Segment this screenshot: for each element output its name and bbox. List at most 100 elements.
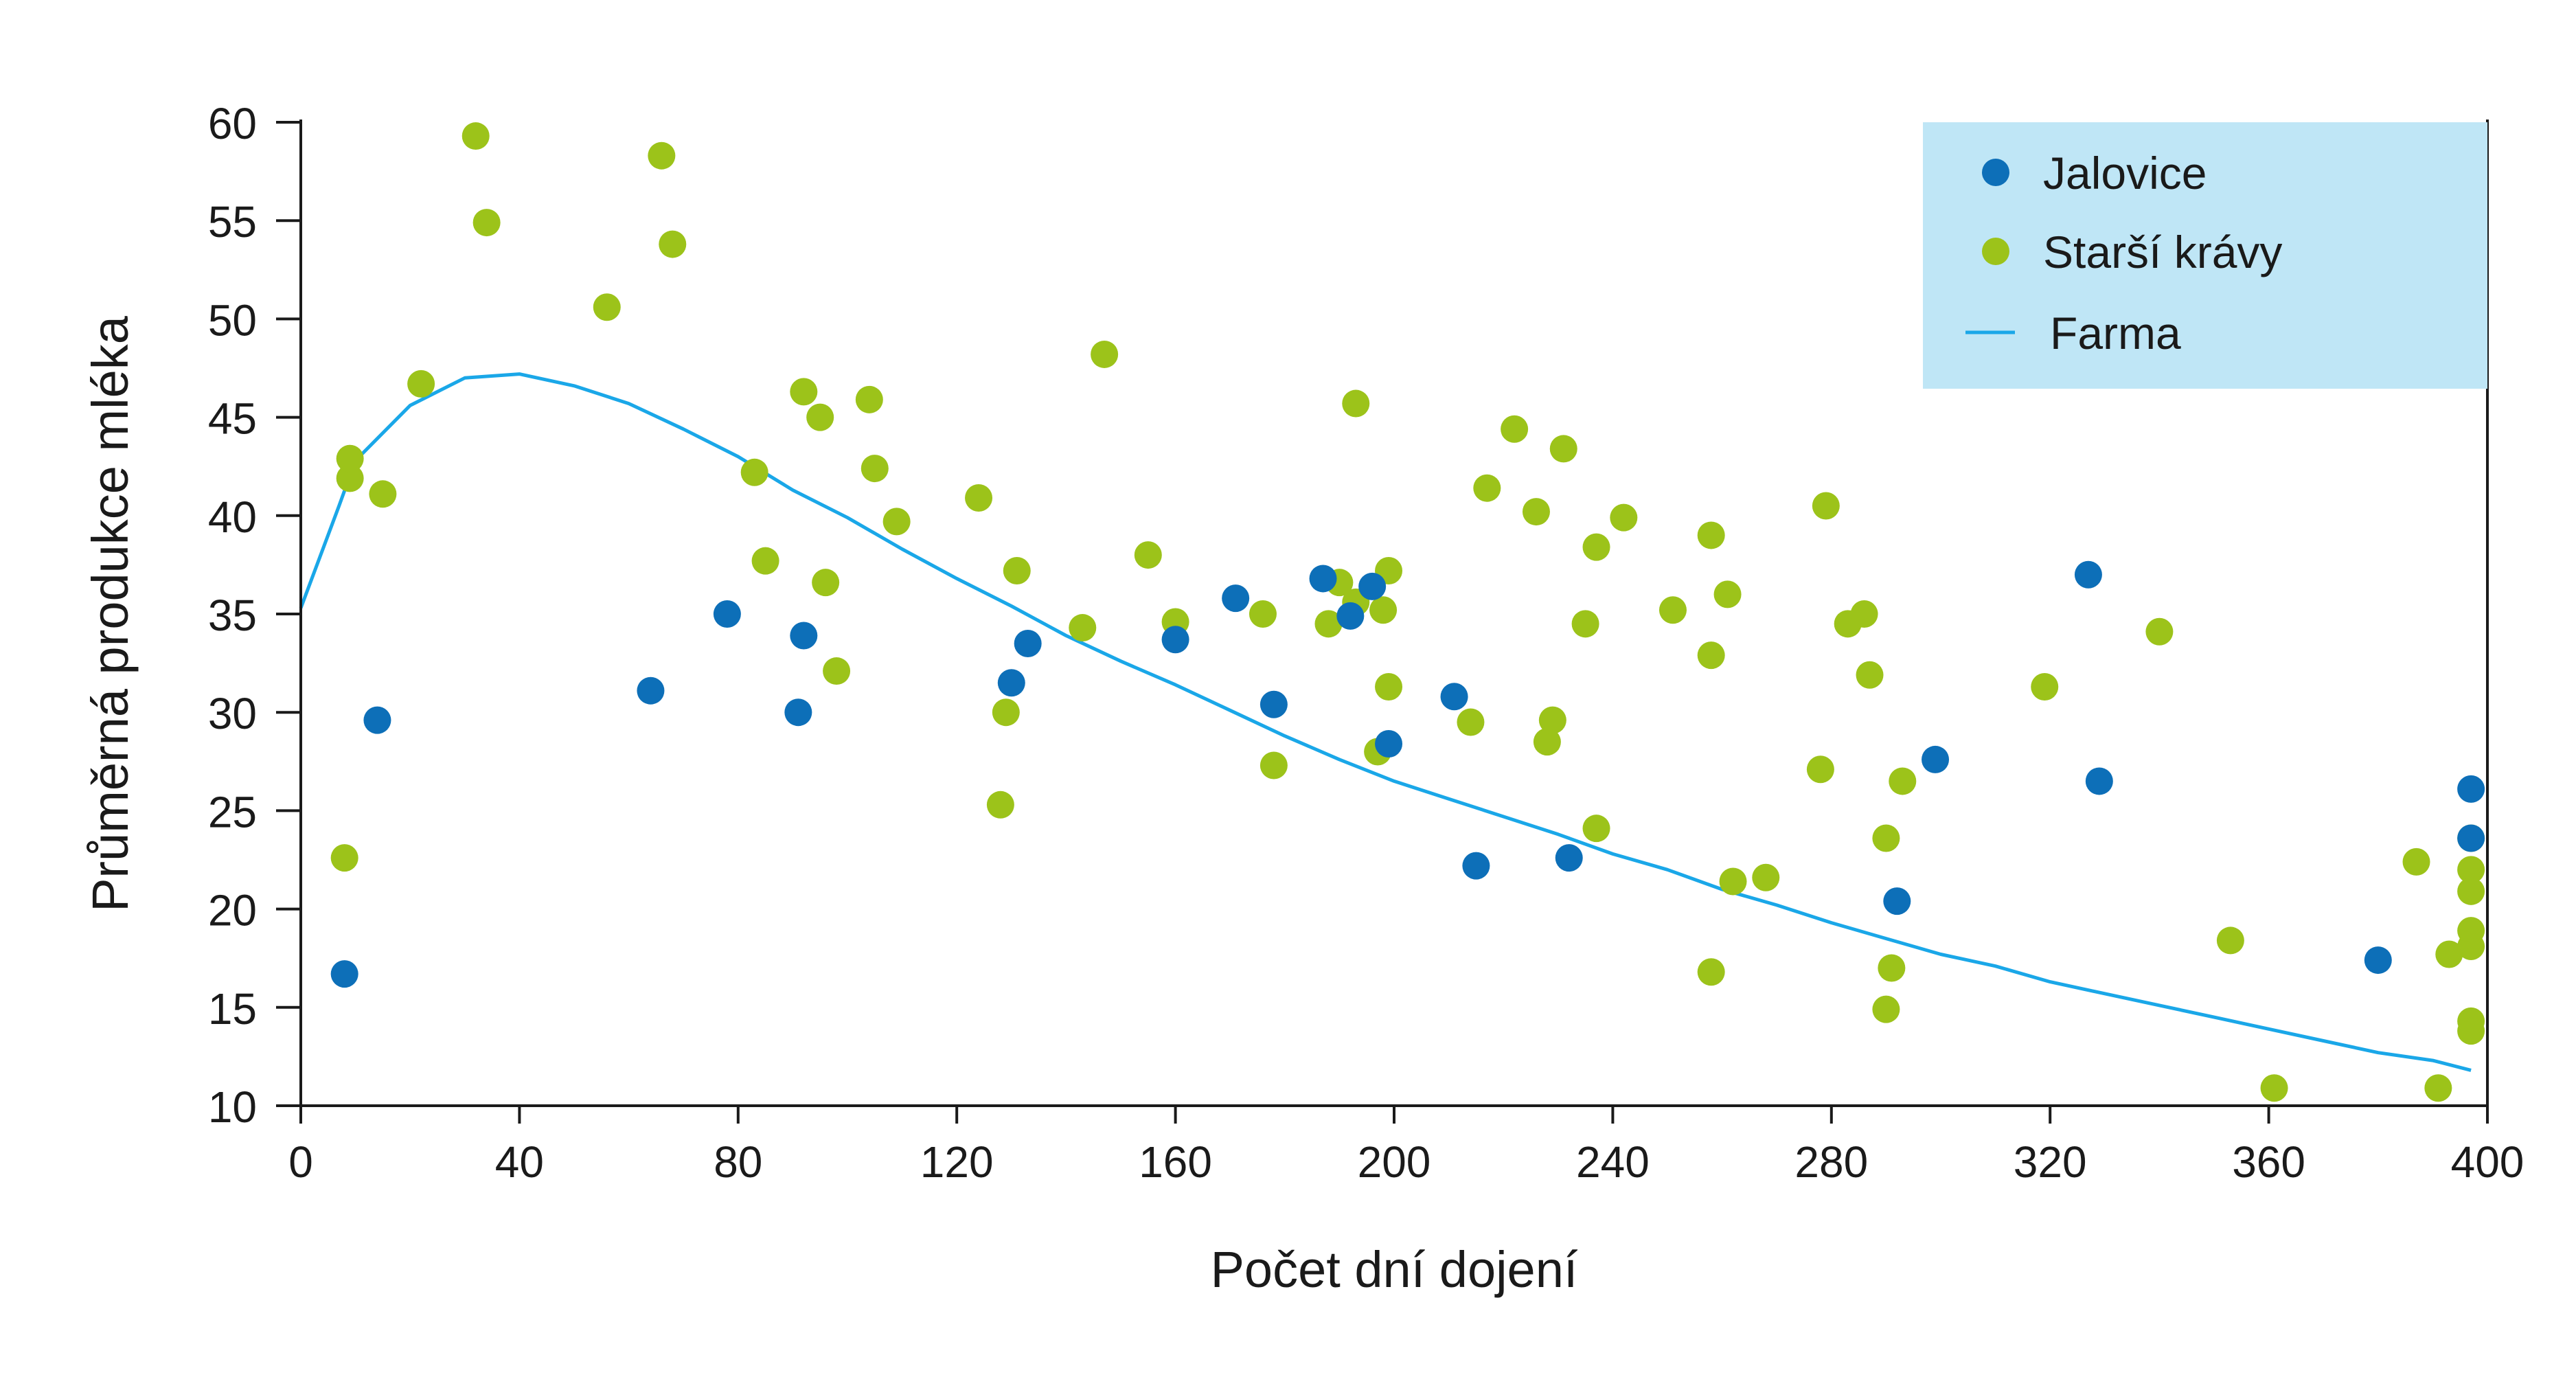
data-point-older-cows [1375, 672, 1403, 701]
data-point-older-cows [593, 293, 621, 321]
data-point-older-cows [1533, 728, 1561, 756]
data-point-older-cows [1457, 708, 1485, 736]
data-point-older-cows [992, 698, 1020, 727]
data-point-older-cows [472, 209, 501, 237]
data-point-older-cows [2457, 933, 2485, 961]
legend: Jalovice Starší krávy Farma [1923, 122, 2487, 389]
data-point-older-cows [1872, 995, 1900, 1023]
data-point-older-cows [648, 141, 676, 170]
data-point-older-cows [2435, 940, 2463, 968]
x-tick-label: 240 [1576, 1137, 1650, 1187]
data-point-older-cows [1069, 614, 1097, 642]
x-tick-label: 200 [1358, 1137, 1431, 1187]
data-point-older-cows [2457, 877, 2485, 905]
data-point-older-cows [812, 569, 840, 597]
data-point-older-cows [1697, 641, 1725, 670]
data-point-heifers [713, 600, 741, 628]
data-point-older-cows [2457, 1017, 2485, 1045]
data-point-older-cows [1719, 867, 1747, 896]
data-point-older-cows [751, 547, 779, 575]
farm-line [299, 372, 2472, 1072]
data-point-older-cows [790, 378, 818, 406]
data-point-heifers [2457, 775, 2485, 803]
data-point-heifers [2364, 946, 2392, 975]
y-tick-label: 35 [208, 591, 257, 640]
data-point-older-cows [407, 369, 435, 398]
data-point-heifers [1222, 584, 1250, 613]
data-point-heifers [330, 960, 358, 988]
data-point-heifers [1462, 852, 1490, 880]
data-point-older-cows [336, 444, 364, 473]
data-point-older-cows [1812, 492, 1840, 520]
x-tick-label: 120 [920, 1137, 994, 1187]
y-tick-label: 50 [208, 295, 257, 345]
data-point-older-cows [1501, 415, 1529, 443]
data-point-heifers [2457, 824, 2485, 852]
data-point-older-cows [855, 385, 883, 413]
data-point-older-cows [1549, 435, 1577, 463]
data-point-older-cows [1752, 863, 1780, 891]
data-point-older-cows [1003, 556, 1031, 584]
x-tick-label: 160 [1139, 1137, 1212, 1187]
data-point-older-cows [1582, 815, 1610, 843]
data-point-heifers [1555, 844, 1583, 872]
data-point-older-cows [369, 480, 397, 508]
y-tick-label: 25 [208, 787, 257, 837]
data-point-older-cows [1342, 389, 1370, 418]
data-point-older-cows [659, 230, 687, 258]
data-point-older-cows [2145, 617, 2174, 646]
legend-marker-older-cows [1982, 238, 2009, 265]
data-point-older-cows [2216, 926, 2244, 955]
data-point-heifers [1358, 572, 1387, 600]
data-point-older-cows [806, 403, 834, 431]
data-point-heifers [790, 622, 818, 650]
legend-label-older-cows: Starší krávy [2043, 227, 2282, 277]
data-point-older-cows [330, 844, 358, 872]
data-point-older-cows [1582, 533, 1610, 561]
y-tick-label: 20 [208, 886, 257, 935]
data-point-older-cows [1806, 755, 1834, 784]
data-point-heifers [1014, 629, 1042, 657]
legend-box [1923, 122, 2487, 389]
data-point-heifers [637, 676, 665, 705]
x-tick-label: 400 [2451, 1137, 2524, 1187]
data-point-older-cows [1538, 706, 1566, 734]
data-point-older-cows [2457, 856, 2485, 884]
data-point-older-cows [1878, 954, 1906, 982]
data-point-heifers [784, 698, 812, 727]
data-point-older-cows [1872, 824, 1900, 852]
data-point-heifers [1336, 602, 1365, 630]
data-point-heifers [997, 669, 1025, 697]
data-point-heifers [2074, 560, 2102, 589]
data-point-older-cows [1610, 503, 1638, 532]
legend-label-farm: Farma [2050, 308, 2181, 359]
data-point-older-cows [1856, 661, 1884, 689]
data-point-older-cows [1713, 580, 1742, 608]
y-tick-label: 55 [208, 197, 257, 247]
data-point-heifers [1375, 730, 1403, 758]
data-point-older-cows [1259, 751, 1288, 779]
data-point-older-cows [336, 464, 364, 492]
x-tick-label: 280 [1794, 1137, 1868, 1187]
data-point-heifers [1440, 683, 1468, 711]
data-point-older-cows [461, 122, 490, 150]
data-point-older-cows [986, 790, 1014, 819]
x-tick-label: 80 [714, 1137, 762, 1187]
data-point-older-cows [1850, 600, 1878, 628]
x-tick-label: 360 [2232, 1137, 2305, 1187]
x-tick-label: 320 [2014, 1137, 2087, 1187]
data-point-older-cows [740, 458, 768, 486]
data-point-heifers [1259, 690, 1288, 718]
legend-label-heifers: Jalovice [2043, 148, 2207, 198]
x-axis-title: Počet dní dojení [1211, 1241, 1578, 1298]
data-point-older-cows [2260, 1074, 2288, 1102]
data-point-older-cows [1473, 474, 1501, 502]
data-point-older-cows [1889, 767, 1917, 795]
data-point-older-cows [2402, 847, 2430, 876]
y-tick-label: 40 [208, 492, 257, 542]
data-point-older-cows [882, 508, 911, 536]
data-point-older-cows [1249, 600, 1277, 628]
y-tick-label: 15 [208, 984, 257, 1034]
